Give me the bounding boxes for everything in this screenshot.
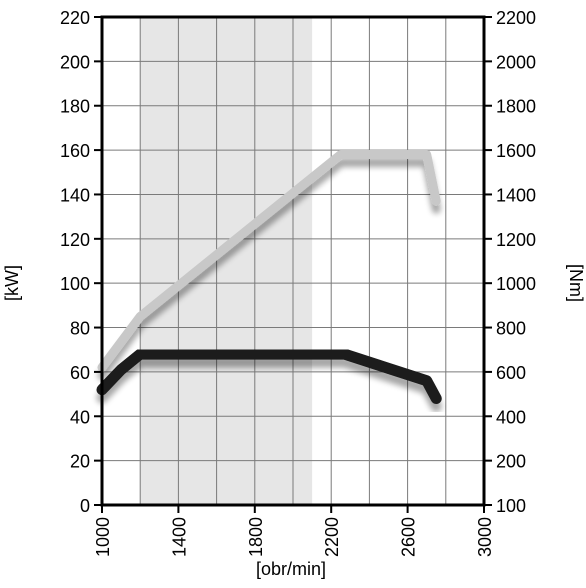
y-right-tick-label: 2000 — [496, 52, 536, 72]
y-left-tick-label: 20 — [70, 452, 90, 472]
x-tick-label: 2600 — [399, 517, 419, 557]
x-tick-label: 3000 — [475, 517, 495, 557]
power-curve-kw — [97, 150, 441, 372]
y-right-tick-label: 1800 — [496, 97, 536, 117]
plot-frame — [100, 15, 486, 507]
y-left-tick-label: 80 — [70, 319, 90, 339]
y-axis-right-label: [Nm] — [566, 264, 586, 302]
y-right-tick-label: 200 — [496, 452, 526, 472]
y-right-tick-label: 2200 — [496, 8, 536, 28]
y-left-tick-label: 0 — [80, 496, 90, 516]
y-left-tick-label: 180 — [60, 97, 90, 117]
x-axis-label: [obr/min] — [256, 559, 326, 579]
y-right-tick-label: 400 — [496, 407, 526, 427]
y-left-tick-label: 120 — [60, 230, 90, 250]
y-right-tick-label: 600 — [496, 363, 526, 383]
shaded-band — [140, 17, 313, 505]
y-left-tick-label: 40 — [70, 407, 90, 427]
y-right-tick-label: 1000 — [496, 274, 536, 294]
y-right-tick-label: 800 — [496, 319, 526, 339]
y-left-tick-label: 200 — [60, 52, 90, 72]
y-right-tick-label: 100 — [496, 496, 526, 516]
torque-curve-nm — [96, 348, 442, 405]
y-axis-left-label: [kW] — [2, 265, 22, 301]
x-tick-label: 2200 — [322, 517, 342, 557]
y-right-tick-label: 1200 — [496, 230, 536, 250]
y-left-tick-label: 100 — [60, 274, 90, 294]
y-right-tick-label: 1600 — [496, 141, 536, 161]
y-right-tick-label: 1400 — [496, 185, 536, 205]
y-left-tick-label: 60 — [70, 363, 90, 383]
x-tick-label: 1000 — [93, 517, 113, 557]
y-left-tick-label: 160 — [60, 141, 90, 161]
x-tick-label: 1400 — [169, 517, 189, 557]
y-left-tick-label: 140 — [60, 185, 90, 205]
y-left-tick-label: 220 — [60, 8, 90, 28]
x-tick-label: 1800 — [246, 517, 266, 557]
